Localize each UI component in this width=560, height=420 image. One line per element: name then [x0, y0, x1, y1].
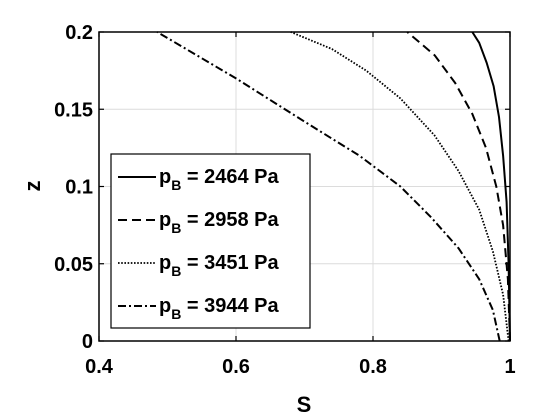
- legend-subscript: B: [171, 306, 181, 322]
- x-tick-label: 0.4: [85, 356, 114, 378]
- x-axis-label: S: [297, 392, 312, 417]
- legend-entry-4: pB = 3944 Pa: [159, 295, 280, 322]
- legend-value: = 2464 Pa: [181, 166, 279, 188]
- y-tick-label: 0.15: [54, 99, 93, 121]
- y-tick-label: 0.2: [65, 22, 93, 44]
- legend-symbol: p: [159, 209, 171, 231]
- series-line-1: [471, 31, 511, 342]
- y-tick-labels: 0 0.05 0.1 0.15 0.2: [54, 22, 93, 353]
- series-line-3: [290, 31, 510, 342]
- legend-entry-2: pB = 2958 Pa: [159, 209, 280, 236]
- y-axis-label: z: [20, 181, 45, 192]
- legend-entry-1: pB = 2464 Pa: [159, 166, 280, 193]
- legend-entry-3: pB = 3451 Pa: [159, 252, 280, 279]
- ticks: [98, 31, 511, 342]
- series-group: [156, 31, 511, 342]
- y-tick-label: 0.1: [65, 177, 93, 199]
- legend-subscript: B: [171, 177, 181, 193]
- legend-symbol: p: [159, 252, 171, 274]
- x-tick-label: 0.8: [359, 356, 387, 378]
- legend-value: = 2958 Pa: [181, 209, 279, 231]
- legend-value: = 3451 Pa: [181, 252, 279, 274]
- x-tick-label: 1: [504, 356, 515, 378]
- legend-value: = 3944 Pa: [181, 295, 279, 317]
- x-tick-labels: 0.4 0.6 0.8 1: [85, 356, 515, 378]
- y-tick-label: 0.05: [54, 254, 93, 276]
- x-tick-label: 0.6: [222, 356, 250, 378]
- series-line-4: [156, 31, 501, 342]
- legend-symbol: p: [159, 166, 171, 188]
- legend-symbol: p: [159, 295, 171, 317]
- legend-subscript: B: [171, 263, 181, 279]
- legend-box: [110, 153, 311, 329]
- y-tick-label: 0: [82, 331, 93, 353]
- legend-subscript: B: [171, 220, 181, 236]
